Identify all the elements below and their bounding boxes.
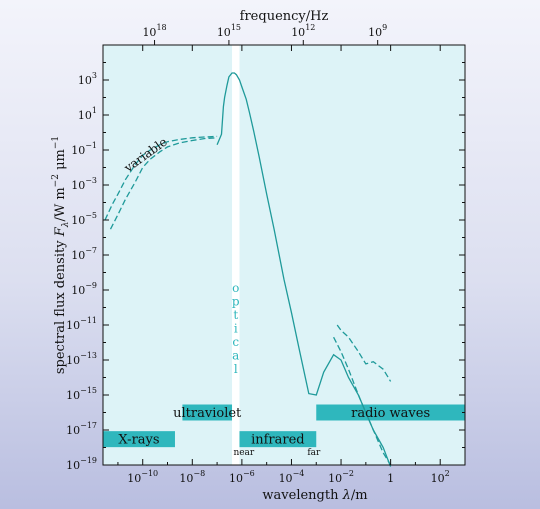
y-tick-label: 10−19: [66, 456, 97, 472]
dashed-series-line: [109, 137, 218, 230]
optical-letter: a: [232, 349, 239, 363]
top-axis-title: frequency/Hz: [240, 9, 329, 24]
band-bar: [182, 404, 233, 421]
y-tick-label: 10−1: [71, 141, 97, 157]
optical-letter: o: [232, 281, 239, 295]
optical-band: [232, 45, 240, 465]
x-tick-label: 10−4: [279, 469, 305, 485]
y-tick-label: 10−5: [71, 211, 97, 227]
y-tick-label: 101: [78, 106, 97, 122]
band-layer: [103, 404, 465, 448]
top-tick-label: 1018: [142, 23, 166, 39]
dashed-series-line: [336, 324, 392, 382]
band-bar: [103, 431, 175, 448]
plot-layer: [103, 45, 465, 465]
y-tick-label: 10−17: [66, 421, 97, 437]
y-tick-label: 10−7: [71, 246, 97, 262]
x-tick-label: 10−8: [179, 469, 205, 485]
top-tick-label: 1015: [217, 23, 241, 39]
solid-series-line: [216, 72, 392, 467]
optical-letter: i: [234, 322, 238, 336]
optical-letter: t: [233, 308, 238, 322]
plot-background: [103, 45, 465, 465]
x-tick-label: 10−2: [328, 469, 354, 485]
y-axis-title: spectral flux density Fλ/W m−2 μm−1: [51, 136, 71, 374]
band-bar: [316, 404, 465, 421]
near-annotation: near: [233, 448, 254, 458]
y-tick-label: 10−13: [66, 351, 97, 367]
band-label: X-rays: [118, 433, 159, 448]
x-tick-label: 1: [387, 472, 394, 485]
band-label: infrared: [251, 433, 305, 448]
y-tick-label: 10−11: [66, 316, 97, 332]
top-tick-label: 1012: [291, 23, 315, 39]
y-tick-label: 10−9: [71, 281, 97, 297]
top-tick-label: 109: [368, 23, 387, 39]
y-tick-label: 103: [78, 71, 97, 87]
optical-letter: l: [234, 362, 238, 376]
y-tick-label: 10−15: [66, 386, 97, 402]
band-bar: [239, 431, 317, 448]
band-label: ultraviolet: [173, 406, 242, 421]
x-axis-title: wavelength λ/m: [262, 488, 367, 503]
optical-letter: p: [232, 295, 240, 309]
x-tick-label: 10−10: [127, 469, 158, 485]
y-tick-label: 10−3: [71, 176, 97, 192]
curve-layer: [104, 72, 392, 467]
x-tick-label: 10−6: [229, 469, 255, 485]
x-tick-label: 102: [431, 469, 450, 485]
optical-letter: c: [232, 335, 239, 349]
dashed-series-line: [333, 336, 392, 466]
far-annotation: far: [307, 448, 321, 458]
axis-layer: [102, 40, 466, 466]
dashed-series-line: [104, 135, 218, 221]
band-label: radio waves: [351, 406, 430, 421]
